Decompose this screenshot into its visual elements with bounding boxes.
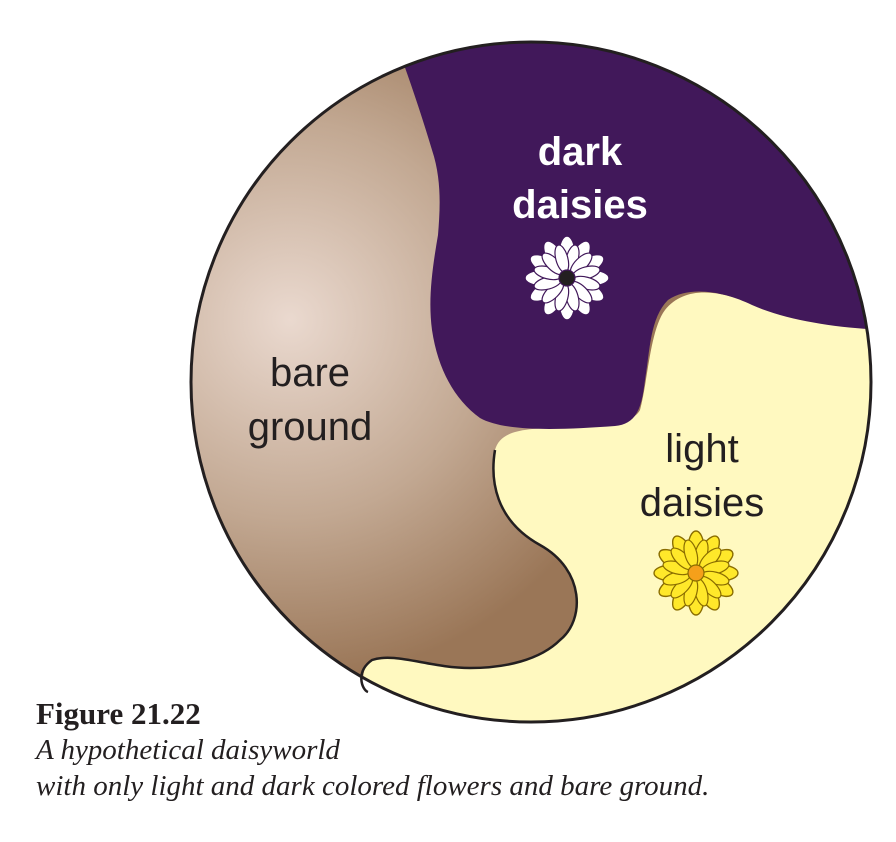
bare-ground-label-line2: ground <box>248 405 373 449</box>
bare-ground-label-line1: bare <box>270 351 350 395</box>
light-daisies-label-line2: daisies <box>640 481 765 525</box>
dark-daisies-label-line1: dark <box>538 130 623 174</box>
bare-light-boundary <box>360 449 579 694</box>
world-outline <box>189 40 873 724</box>
caption-line-2: with only light and dark colored flowers… <box>36 770 710 802</box>
light-daisies-label-line1: light <box>665 427 738 471</box>
yellow-daisy-icon <box>653 530 739 616</box>
flower-center <box>558 269 576 287</box>
dark-daisies-label-line2: daisies <box>512 183 648 227</box>
flower-center <box>687 564 705 582</box>
caption-title: Figure 21.22 <box>36 696 201 731</box>
caption-line-1: A hypothetical daisyworld <box>36 734 340 766</box>
white-daisy-icon <box>524 235 610 321</box>
figure-caption: Figure 21.22 A hypothetical daisyworld w… <box>36 696 709 804</box>
